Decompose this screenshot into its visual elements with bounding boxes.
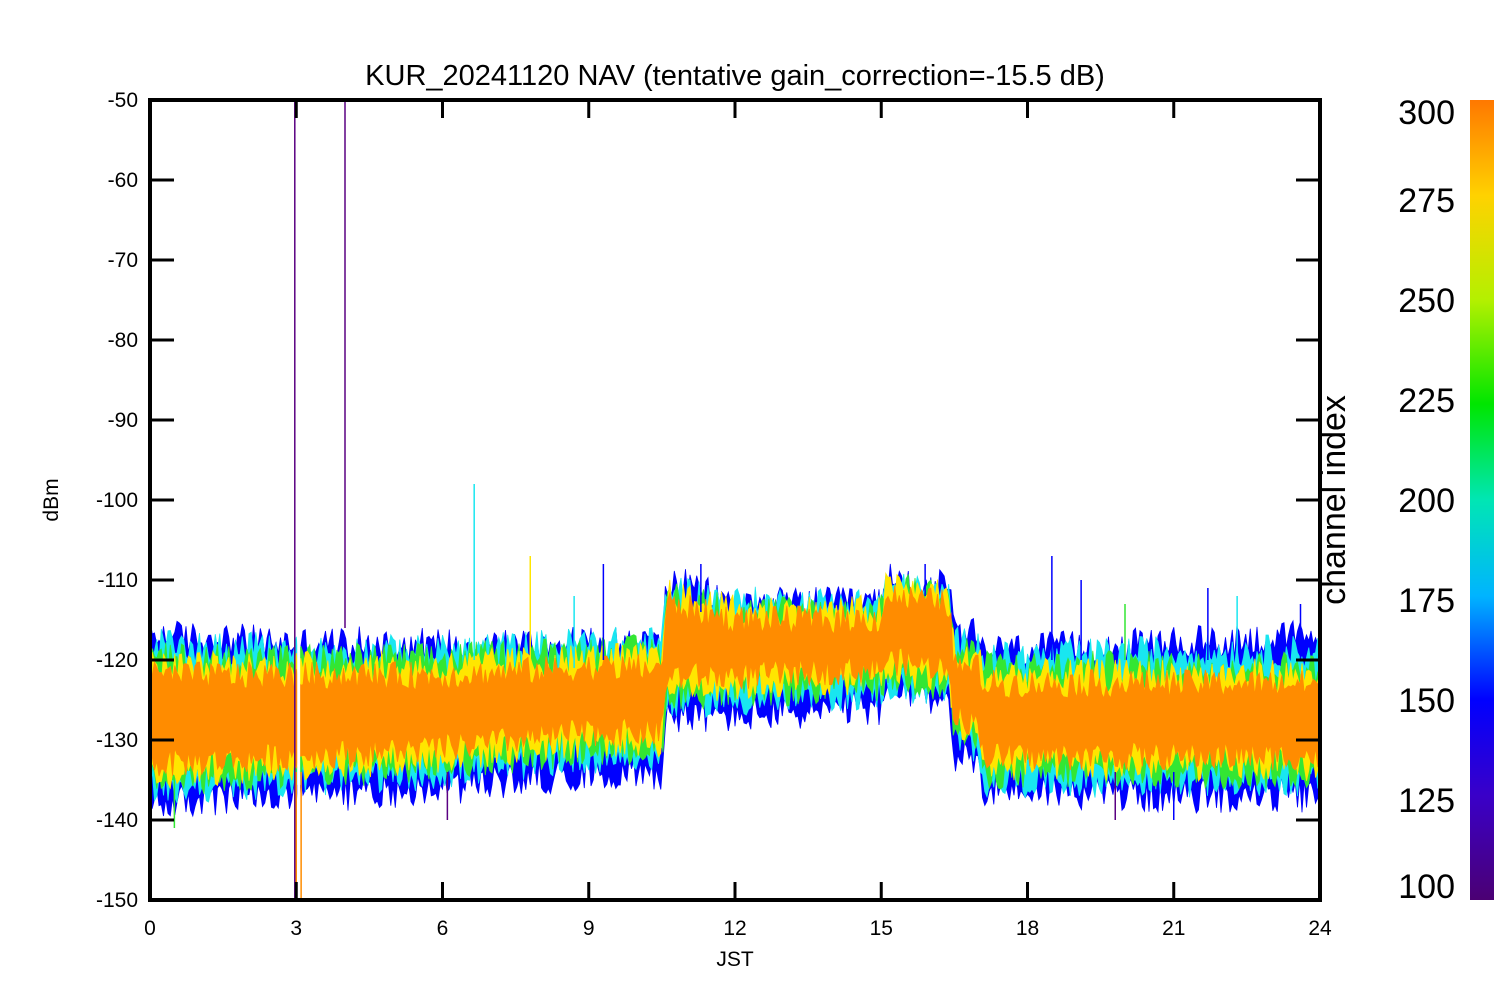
data-bands [150,100,1320,900]
colorbar-ticks: 100 125 150 175 200 225 250 275 300 [1398,94,1455,906]
x-tick-label: 0 [144,917,156,940]
axis-ticks: 0 3 6 9 12 15 18 21 24 -50 -60 -70 -80 -90 -100 -110 -12… [96,89,1332,940]
y-tick-label: -110 [98,569,138,592]
x-tick-label: 24 [1308,917,1332,940]
band-4 [150,585,1320,777]
y-tick-label: -90 [108,409,138,432]
colorbar-tick-label: 250 [1398,282,1455,320]
x-tick-label: 9 [583,917,595,940]
x-tick-label: 6 [437,917,449,940]
x-tick-label: 3 [290,917,302,940]
colorbar-label: channel index [1315,395,1353,605]
colorbar-tick-label: 200 [1398,482,1455,520]
data-spikes [173,100,1302,900]
y-axis-label: dBm [40,478,63,521]
y-tick-label: -150 [96,889,138,912]
y-tick-label: -60 [108,169,138,192]
y-tick-label: -140 [96,809,138,832]
colorbar-tick-label: 225 [1398,382,1455,420]
y-tick-label: -120 [96,649,138,672]
colorbar-tick-label: 150 [1398,682,1455,720]
x-tick-label: 18 [1016,917,1039,940]
colorbar [1470,100,1494,900]
chart-title: KUR_20241120 NAV (tentative gain_correct… [365,60,1105,92]
colorbar-tick-label: 125 [1398,782,1455,820]
x-tick-label: 15 [870,917,893,940]
x-tick-label: 12 [723,917,746,940]
colorbar-tick-label: 175 [1398,582,1455,620]
y-tick-label: -50 [108,89,138,112]
data-gap [297,100,301,900]
colorbar-tick-label: 300 [1398,94,1455,132]
y-tick-label: -80 [108,329,138,352]
colorbar-tick-label: 275 [1398,182,1455,220]
y-tick-label: -130 [96,729,138,752]
y-tick-label: -100 [96,489,138,512]
x-tick-label: 21 [1162,917,1185,940]
colorbar-tick-label: 100 [1398,868,1455,906]
y-tick-label: -70 [108,249,138,272]
x-axis-label: JST [716,948,754,971]
